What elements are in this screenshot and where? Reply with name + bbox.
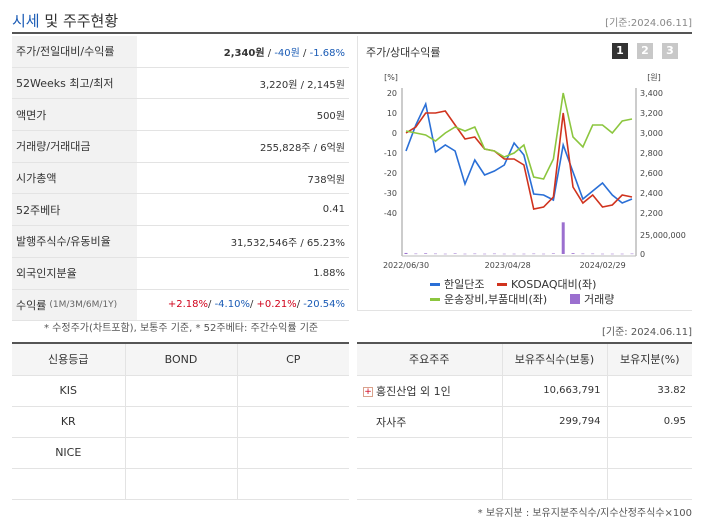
table-row: 자사주 299,794 0.95 (357, 406, 692, 438)
legend-item-sector: 운송장비,부품대비(좌) (430, 291, 547, 307)
holders-base-date: [기준: 2024.06.11] (601, 327, 692, 338)
legend-item-stock: 한일단조 (430, 276, 484, 292)
chart-title: 주가/상대수익률 (366, 46, 441, 59)
credit-header-bond: BOND (125, 343, 238, 376)
chart-panel: 주가/상대수익률 1 2 3 (357, 36, 692, 311)
holders-header-shares: 보유주식수(보통) (502, 343, 608, 376)
legend-swatch (570, 294, 580, 304)
return-3m: -4.10% (214, 299, 250, 311)
legend-swatch (497, 282, 507, 286)
table-row (357, 437, 692, 470)
chart-page-1-button[interactable]: 1 (612, 43, 628, 59)
legend-item-kosdaq: KOSDAQ대비(좌) (497, 276, 596, 292)
holders-header-name: 주요주주 (357, 343, 503, 376)
volume-row: 거래량/거래대금 255,828주 / 6억원 (12, 131, 349, 163)
chart-page-3-button[interactable]: 3 (662, 43, 678, 59)
return-1y: -20.54% (303, 299, 345, 311)
holders-header-pct: 보유지분(%) (607, 343, 692, 376)
expand-plus-icon[interactable]: + (363, 386, 373, 397)
return-1m: +2.18% (167, 299, 209, 311)
table-row (357, 468, 692, 501)
returns-row: 수익률 (1M/3M/6M/1Y) +2.18%/ -4.10%/ +0.21%/… (12, 289, 349, 322)
stock-info-table: 주가/전일대비/수익률 2,340원 / -40원 / -1.68% 52Wee… (12, 36, 349, 322)
market-cap-row: 시가총액 738억원 (12, 162, 349, 195)
holders-footnote: * 보유지분 : 보유지분주식수/지수산정주식수×100 (477, 508, 692, 519)
section-title: 시세 및 주주현황 (12, 12, 119, 30)
section-header: 시세 및 주주현황 [기준:2024.06.11] (12, 8, 692, 34)
table-row (12, 468, 349, 501)
foreign-row: 외국인지분율 1.88% (12, 257, 349, 290)
legend-swatch (430, 282, 440, 286)
credit-header-rating: 신용등급 (12, 343, 126, 376)
credit-header-cp: CP (237, 343, 349, 376)
info-footnote: * 수정주가(차트포함), 보통주 기준, * 52주베타: 주간수익률 기준 (44, 323, 319, 334)
beta-row: 52주베타 0.41 (12, 194, 349, 227)
return-6m: +0.21% (256, 299, 297, 311)
table-row: KR (12, 406, 349, 438)
weeks52-row: 52Weeks 최고/최저 3,220원 / 2,145원 (12, 67, 349, 100)
base-date: [기준:2024.06.11] (605, 18, 692, 29)
major-holders-table: 주요주주 보유주식수(보통) 보유지분(%) + 홍진산업 외 1인 10,663… (357, 342, 692, 501)
legend-swatch (430, 297, 440, 301)
price-row: 주가/전일대비/수익률 2,340원 / -40원 / -1.68% (12, 36, 349, 68)
par-value-row: 액면가 500원 (12, 99, 349, 132)
shares-row: 발행주식수/유동비율 31,532,546주 / 65.23% (12, 226, 349, 258)
price-rate: -1.68% (309, 47, 345, 59)
chart-page-2-button[interactable]: 2 (637, 43, 653, 59)
table-row: KIS (12, 375, 349, 407)
table-row: + 홍진산업 외 1인 10,663,791 33.82 (357, 375, 692, 407)
legend-item-volume: 거래량 (570, 291, 614, 307)
current-price: 2,340원 (223, 47, 265, 59)
table-row: NICE (12, 437, 349, 470)
price-change: -40원 (274, 47, 300, 59)
credit-rating-table: 신용등급 BOND CP KIS KR NICE (12, 342, 349, 501)
